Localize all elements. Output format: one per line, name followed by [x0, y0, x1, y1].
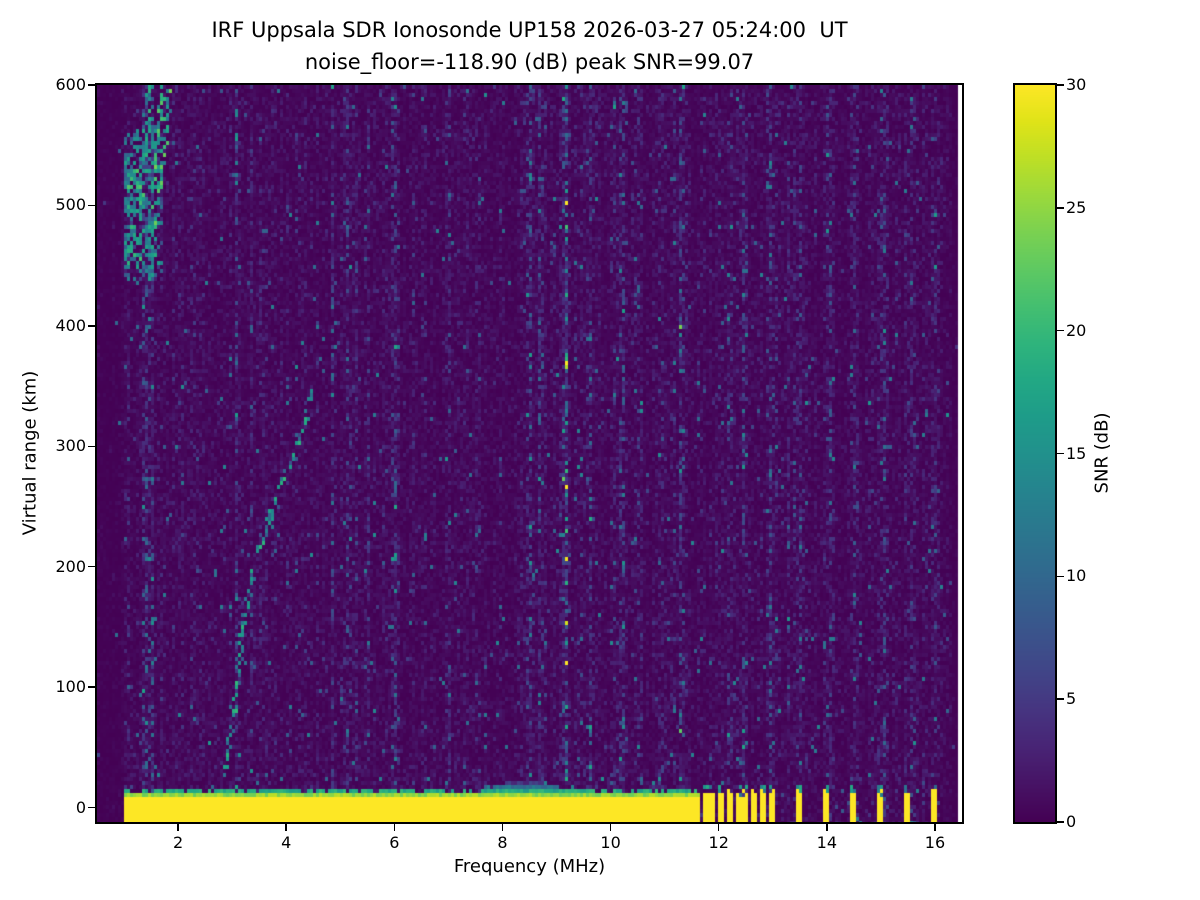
colorbar-tick-mark: [1057, 821, 1064, 823]
x-tick-mark: [826, 824, 828, 831]
chart-subtitle: noise_floor=-118.90 (dB) peak SNR=99.07: [304, 50, 755, 74]
colorbar-tick-label: 0: [1066, 812, 1077, 831]
colorbar-tick-label: 30: [1066, 75, 1087, 94]
y-tick-mark: [88, 565, 95, 568]
colorbar-tick-mark: [1057, 575, 1064, 578]
y-tick-mark: [88, 445, 95, 448]
y-tick-mark: [88, 84, 95, 86]
y-tick-label: 600: [55, 75, 86, 94]
x-tick-label: 14: [816, 833, 838, 852]
x-tick-mark: [393, 824, 396, 831]
x-tick-label: 8: [497, 833, 508, 852]
y-tick-label: 0: [75, 797, 86, 817]
y-tick-mark: [88, 325, 95, 327]
x-tick-mark: [501, 824, 504, 831]
y-tick-label: 400: [55, 315, 86, 335]
chart-title: IRF Uppsala SDR Ionosonde UP158 2026-03-…: [211, 18, 848, 42]
y-tick-label: 200: [55, 556, 86, 576]
x-axis-label: Frequency (MHz): [453, 856, 606, 877]
colorbar-tick-mark: [1057, 84, 1064, 86]
y-tick-mark: [88, 204, 95, 207]
y-tick-mark: [88, 806, 95, 809]
x-tick-label: 10: [600, 833, 621, 852]
y-tick-mark: [88, 686, 95, 688]
x-tick-mark: [285, 824, 287, 831]
x-tick-mark: [934, 824, 936, 831]
x-tick-mark: [177, 824, 179, 831]
colorbar-tick-mark: [1057, 329, 1064, 332]
colorbar-tick-label: 5: [1066, 689, 1077, 709]
colorbar-tick-label: 25: [1066, 197, 1087, 217]
colorbar-tick-mark: [1057, 207, 1064, 209]
colorbar-tick-label: 10: [1066, 566, 1087, 586]
x-tick-label: 4: [281, 833, 292, 852]
colorbar-gradient: [1015, 85, 1055, 822]
ionogram-heatmap: [97, 85, 962, 822]
y-tick-label: 100: [55, 677, 86, 697]
x-tick-label: 2: [173, 833, 184, 852]
x-tick-mark: [717, 824, 720, 831]
x-tick-label: 12: [708, 833, 729, 852]
colorbar-tick-mark: [1057, 452, 1064, 455]
colorbar-tick-mark: [1057, 698, 1064, 700]
y-tick-label: 500: [55, 195, 86, 215]
x-tick-label: 16: [924, 833, 946, 852]
y-tick-label: 300: [55, 436, 86, 456]
x-tick-label: 6: [389, 833, 400, 852]
colorbar-tick-label: 20: [1066, 320, 1087, 340]
colorbar-tick-label: 15: [1066, 443, 1087, 463]
x-tick-mark: [609, 824, 612, 831]
